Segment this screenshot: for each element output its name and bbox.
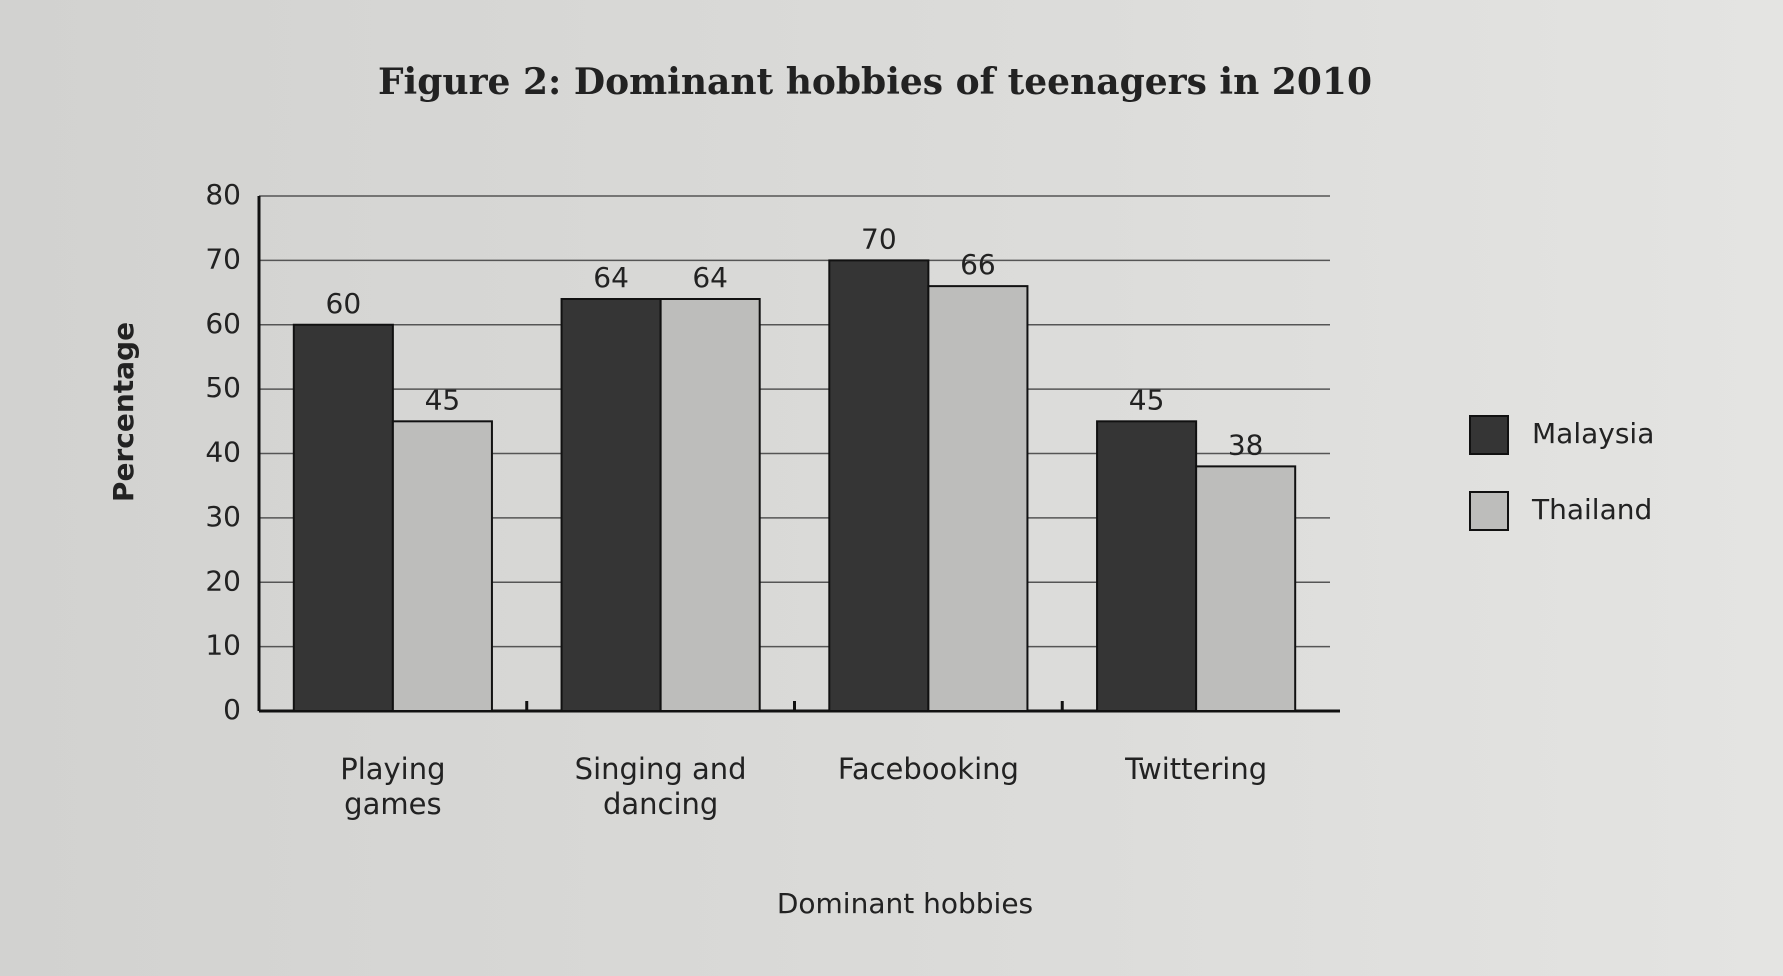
y-tick-label: 20 bbox=[205, 564, 241, 597]
y-tick-label: 50 bbox=[205, 371, 241, 404]
y-tick-label: 10 bbox=[205, 629, 241, 662]
value-label: 38 bbox=[1228, 428, 1264, 461]
chart-title: Figure 2: Dominant hobbies of teenagers … bbox=[378, 61, 1372, 103]
bar bbox=[1195, 465, 1297, 712]
y-tick-label: 40 bbox=[205, 436, 241, 469]
legend-label: Thailand bbox=[1531, 493, 1652, 526]
y-axis-label: Percentage bbox=[107, 322, 140, 502]
x-axis-label: Dominant hobbies bbox=[777, 887, 1033, 920]
x-tick-label: Twittering bbox=[1125, 752, 1268, 786]
value-label: 64 bbox=[692, 261, 728, 294]
y-tick-label: 80 bbox=[205, 178, 241, 211]
legend-swatch bbox=[1469, 415, 1509, 455]
y-tick-label: 60 bbox=[205, 307, 241, 340]
legend-swatch bbox=[1469, 491, 1509, 531]
y-tick-label: 30 bbox=[205, 500, 241, 533]
bar bbox=[292, 323, 394, 712]
x-tick-label: Facebooking bbox=[837, 752, 1019, 786]
y-tick-label: 0 bbox=[223, 693, 241, 726]
x-tick-label: Singing and dancing bbox=[574, 752, 747, 821]
legend-label: Malaysia bbox=[1532, 417, 1654, 450]
value-label: 70 bbox=[861, 222, 897, 255]
bar bbox=[927, 285, 1029, 712]
bar bbox=[1096, 420, 1198, 712]
bar bbox=[659, 298, 761, 712]
value-label: 64 bbox=[593, 261, 629, 294]
value-label: 45 bbox=[425, 383, 461, 416]
x-tick-label: Playing games bbox=[340, 752, 446, 821]
y-tick-label: 70 bbox=[205, 242, 241, 275]
bar bbox=[828, 259, 930, 712]
value-label: 60 bbox=[326, 287, 362, 320]
value-label: 45 bbox=[1129, 383, 1165, 416]
value-label: 66 bbox=[960, 248, 996, 281]
bar bbox=[391, 420, 493, 712]
bar bbox=[560, 298, 662, 712]
